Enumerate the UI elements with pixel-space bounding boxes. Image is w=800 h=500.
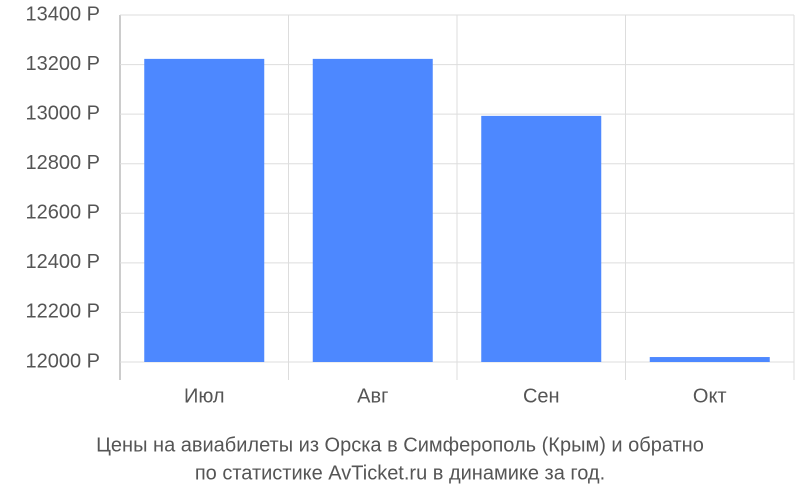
y-tick-label: 13000 Р	[25, 102, 100, 124]
bar	[312, 58, 433, 362]
y-tick-label: 12200 Р	[25, 301, 100, 323]
x-tick-label: Авг	[357, 385, 388, 407]
chart-title: по статистике AvTicket.ru в динамике за …	[195, 462, 605, 484]
y-tick-label: 13200 Р	[25, 53, 100, 75]
bar	[481, 115, 602, 362]
x-tick-label: Окт	[693, 385, 727, 407]
y-tick-label: 12400 Р	[25, 251, 100, 273]
y-tick-label: 13400 Р	[25, 3, 100, 25]
chart-title: Цены на авиабилеты из Орска в Симферопол…	[96, 434, 704, 456]
bar	[144, 58, 265, 362]
x-tick-label: Сен	[523, 385, 560, 407]
y-tick-label: 12000 Р	[25, 350, 100, 372]
y-tick-label: 12600 Р	[25, 202, 100, 224]
y-tick-label: 12800 Р	[25, 152, 100, 174]
bar	[649, 357, 770, 362]
x-tick-label: Июл	[184, 385, 225, 407]
